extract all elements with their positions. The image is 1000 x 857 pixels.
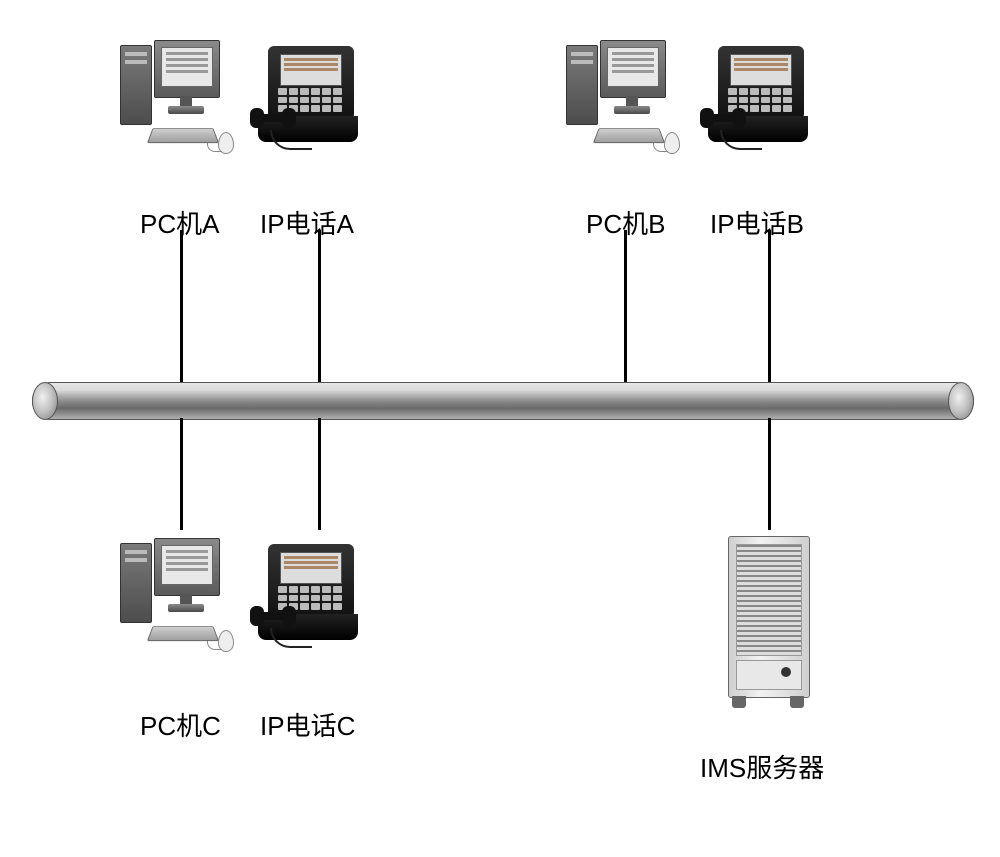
node-server xyxy=(718,536,818,726)
network-diagram: PC机A IP电话A PC机B IP电话B xyxy=(0,0,1000,857)
label-ip-a: IP电话A xyxy=(260,204,354,241)
network-bus xyxy=(32,382,974,420)
pc-icon xyxy=(120,40,220,160)
label-pc-c: PC机C xyxy=(140,706,221,743)
node-pc-a xyxy=(120,40,220,160)
node-ip-a xyxy=(250,46,360,166)
label-server: IMS服务器 xyxy=(700,748,824,785)
phone-icon xyxy=(250,46,360,166)
connector-ip-c xyxy=(318,418,321,530)
pc-icon xyxy=(566,40,666,160)
server-icon xyxy=(718,536,818,726)
connector-pc-b xyxy=(624,230,627,382)
connector-ip-b xyxy=(768,230,771,382)
connector-server xyxy=(768,418,771,530)
phone-icon xyxy=(700,46,810,166)
connector-pc-a xyxy=(180,230,183,382)
label-ip-b: IP电话B xyxy=(710,204,804,241)
label-ip-c: IP电话C xyxy=(260,706,355,743)
node-pc-c xyxy=(120,538,220,658)
pc-icon xyxy=(120,538,220,658)
connector-pc-c xyxy=(180,418,183,530)
connector-ip-a xyxy=(318,230,321,382)
node-ip-c xyxy=(250,544,360,664)
node-pc-b xyxy=(566,40,666,160)
phone-icon xyxy=(250,544,360,664)
node-ip-b xyxy=(700,46,810,166)
